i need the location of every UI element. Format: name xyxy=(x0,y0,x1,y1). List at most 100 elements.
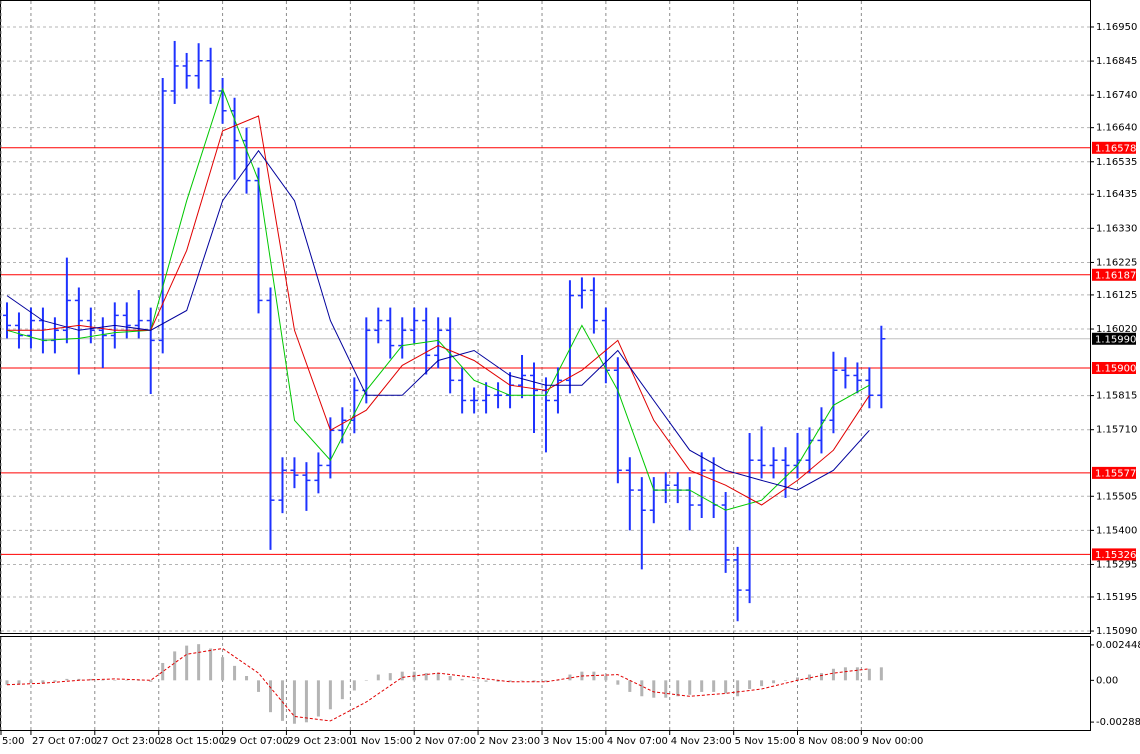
histogram-bar xyxy=(364,680,368,681)
histogram-bar xyxy=(280,680,284,721)
last-price-label: 1.15990 xyxy=(1095,334,1136,345)
level-label-box xyxy=(1092,361,1136,374)
y-tick-label: 1.16535 xyxy=(1096,157,1137,168)
histogram-bar xyxy=(5,680,9,685)
x-tick-label: 2 Nov 23:00 xyxy=(479,736,540,747)
histogram-bar xyxy=(784,680,788,681)
histogram-bar xyxy=(113,680,117,681)
histogram-bar xyxy=(185,645,189,681)
x-tick-label: 2 Nov 07:00 xyxy=(415,736,476,747)
indicator-line xyxy=(6,647,870,722)
histogram-bar xyxy=(688,680,692,695)
histogram-bar xyxy=(316,680,320,717)
x-tick-label: 4 Nov 07:00 xyxy=(607,736,668,747)
histogram-bar xyxy=(53,680,57,682)
histogram-bar xyxy=(628,680,632,692)
last-price-box xyxy=(1092,332,1136,345)
x-tick-label: 27 Oct 07:00 xyxy=(32,736,97,747)
histogram-bar xyxy=(400,671,404,681)
y-tick-label: 1.15195 xyxy=(1096,592,1137,603)
y-tick-label: 0.002448 xyxy=(1096,640,1140,651)
level-label: 1.15577 xyxy=(1095,468,1136,479)
histogram-bar xyxy=(652,680,656,698)
histogram-bar xyxy=(41,680,45,684)
histogram-bar xyxy=(508,680,512,682)
histogram-bar xyxy=(268,680,272,713)
histogram-bar xyxy=(233,665,237,681)
x-tick-label: 27 Oct 23:00 xyxy=(96,736,161,747)
histogram-bar xyxy=(544,680,548,682)
level-label: 1.16578 xyxy=(1095,143,1136,154)
histogram-bar xyxy=(328,680,332,710)
x-tick-label: 4 Nov 23:00 xyxy=(671,736,732,747)
y-tick-label: 1.15295 xyxy=(1096,559,1137,570)
histogram-bar xyxy=(772,680,776,684)
histogram-bar xyxy=(484,680,488,682)
histogram-bar xyxy=(879,667,883,681)
y-tick-label: 1.16020 xyxy=(1096,324,1137,335)
histogram-bar xyxy=(257,680,261,692)
histogram-bar xyxy=(448,675,452,681)
x-tick-label: 9 Nov 00:00 xyxy=(862,736,923,747)
x-tick-label: 8 Nov 08:00 xyxy=(799,736,860,747)
y-tick-label: 0.00 xyxy=(1096,675,1118,686)
histogram-bar xyxy=(352,680,356,691)
y-tick-label: 1.16330 xyxy=(1096,223,1137,234)
histogram-bar xyxy=(304,680,308,723)
histogram-bar xyxy=(77,678,81,681)
histogram-bar xyxy=(137,680,141,681)
histogram-bar xyxy=(556,680,560,681)
histogram-bar xyxy=(843,667,847,681)
histogram-bar xyxy=(520,680,524,681)
histogram-bar xyxy=(819,673,823,681)
histogram-bar xyxy=(173,651,177,681)
indicator-line xyxy=(6,149,870,491)
histogram-bar xyxy=(736,680,740,697)
level-label-box xyxy=(1092,548,1136,561)
histogram-bar xyxy=(676,680,680,697)
level-label-box xyxy=(1092,268,1136,281)
level-label-box xyxy=(1092,466,1136,479)
histogram-bar xyxy=(664,680,668,698)
histogram-bar xyxy=(807,674,811,681)
x-tick-label: 29 Oct 23:00 xyxy=(287,736,352,747)
y-tick-label: 1.16125 xyxy=(1096,290,1137,301)
x-tick-label: 3 Nov 15:00 xyxy=(543,736,604,747)
histogram-bar xyxy=(460,678,464,681)
y-tick-label: 1.15815 xyxy=(1096,391,1137,402)
level-label: 1.16187 xyxy=(1095,270,1136,281)
histogram-bar xyxy=(161,662,165,681)
x-tick-label: 5:00 xyxy=(2,736,24,747)
histogram-bar xyxy=(29,680,33,684)
histogram-bar xyxy=(748,680,752,690)
x-tick-label: 1 Nov 15:00 xyxy=(351,736,412,747)
histogram-bar xyxy=(340,680,344,700)
y-tick-label: 1.16435 xyxy=(1096,189,1137,200)
level-label: 1.15900 xyxy=(1095,363,1136,374)
y-tick-label: 1.15090 xyxy=(1096,626,1137,637)
y-tick-label: 1.16640 xyxy=(1096,123,1137,134)
histogram-bar xyxy=(221,657,225,681)
y-tick-label: 1.15505 xyxy=(1096,491,1137,502)
histogram-bar xyxy=(867,668,871,681)
main-panel xyxy=(0,0,1091,634)
y-tick-label: 1.15710 xyxy=(1096,425,1137,436)
y-tick-label: 1.16740 xyxy=(1096,90,1137,101)
histogram-bar xyxy=(209,648,213,681)
histogram-bar xyxy=(89,678,93,681)
histogram-bar xyxy=(616,680,620,685)
histogram-bar xyxy=(125,680,129,681)
histogram-bar xyxy=(796,677,800,681)
level-label-box xyxy=(1092,141,1136,154)
histogram-bar xyxy=(532,680,536,682)
y-tick-label: 1.16225 xyxy=(1096,257,1137,268)
histogram-bar xyxy=(700,680,704,692)
histogram-bar xyxy=(640,680,644,697)
histogram-bar xyxy=(831,668,835,681)
histogram-bar xyxy=(424,673,428,681)
histogram-bar xyxy=(568,674,572,681)
histogram-bar xyxy=(245,675,249,681)
histogram-bar xyxy=(604,675,608,681)
